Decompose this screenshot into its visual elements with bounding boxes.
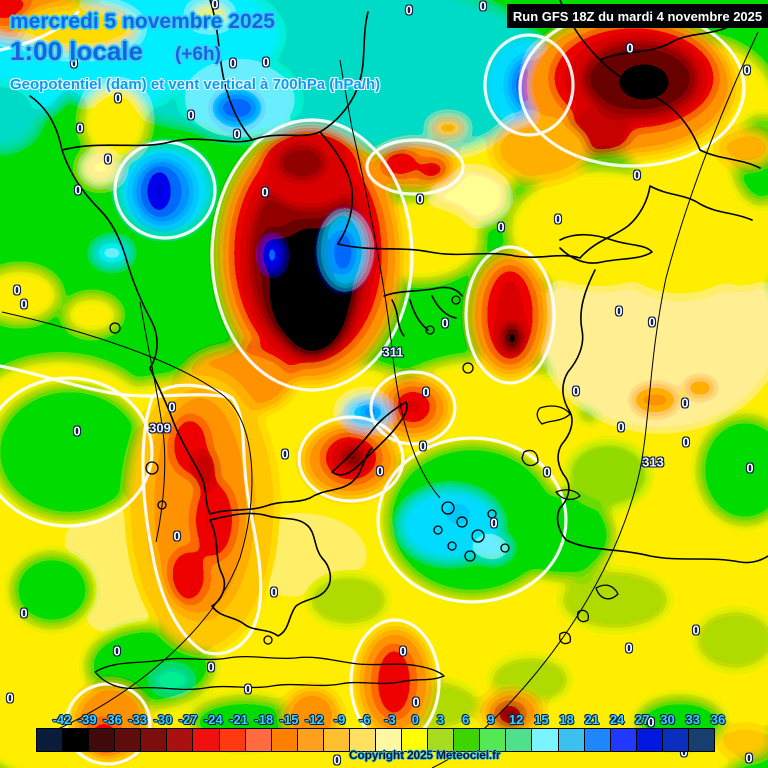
local-time-title: 1:00 locale [10, 36, 143, 66]
scale-tick-label: -39 [77, 712, 97, 727]
scale-cell [402, 729, 429, 751]
scale-cell [506, 729, 533, 751]
scale-tick-label: -30 [153, 712, 173, 727]
scale-cell [219, 729, 246, 751]
scale-cell [610, 729, 637, 751]
scale-cell [428, 729, 455, 751]
scale-cell [376, 729, 403, 751]
scale-tick-label: -21 [229, 712, 249, 727]
scale-tick-label: 30 [660, 712, 675, 727]
scale-cell [115, 729, 142, 751]
scale-cell [63, 729, 90, 751]
scale-cell [323, 729, 350, 751]
map-titles: mercredi 5 novembre 2025 1:00 locale (+6… [10, 10, 380, 93]
scale-tick-label: 15 [534, 712, 549, 727]
scale-cell [558, 729, 585, 751]
scale-tick-label: -33 [128, 712, 148, 727]
scale-tick-label: -27 [178, 712, 198, 727]
color-scale [36, 728, 715, 752]
scale-tick-label: -42 [52, 712, 72, 727]
scale-cell [584, 729, 611, 751]
scale-cell [688, 729, 715, 751]
scale-tick-label: 0 [411, 712, 419, 727]
scale-tick-label: -3 [384, 712, 396, 727]
scale-cell [349, 729, 377, 751]
scale-cell [141, 729, 168, 751]
map-subtitle: Geopotentiel (dam) et vent vertical à 70… [10, 76, 381, 93]
scale-tick-label: -12 [304, 712, 324, 727]
date-title: mercredi 5 novembre 2025 [10, 10, 275, 33]
scale-tick-label: 6 [462, 712, 470, 727]
scale-tick-label: 24 [609, 712, 625, 727]
scale-tick-label: 21 [584, 712, 600, 727]
scale-tick-label: -24 [203, 712, 223, 727]
scale-cell [89, 729, 116, 751]
scale-cell [37, 729, 64, 751]
scale-tick-label: -6 [358, 712, 371, 727]
scale-tick-label: 18 [559, 712, 574, 727]
scale-cell [245, 729, 272, 751]
scale-tick-label: -36 [103, 712, 122, 727]
scale-cell [271, 729, 298, 751]
scale-tick-label: 12 [508, 712, 524, 727]
scale-tick-label: 27 [635, 712, 650, 727]
scale-tick-label: -15 [279, 712, 299, 727]
scale-tick-label: 33 [685, 712, 700, 727]
scale-cell [636, 729, 663, 751]
scale-cell [480, 729, 507, 751]
scale-tick-label: 9 [487, 712, 495, 727]
run-info-box: Run GFS 18Z du mardi 4 novembre 2025 [507, 4, 768, 28]
scale-cell [297, 729, 324, 751]
forecast-offset: (+6h) [174, 44, 221, 65]
scale-cell [454, 729, 481, 751]
scale-cell [532, 729, 559, 751]
scale-tick-label: -18 [254, 712, 274, 727]
scale-tick-label: -9 [333, 712, 346, 727]
copyright: Copyright 2025 Meteociel.fr [349, 748, 501, 762]
scale-tick-label: 3 [436, 712, 445, 727]
scale-cell [662, 729, 689, 751]
scale-cell [167, 729, 194, 751]
scale-tick-label: 36 [710, 712, 726, 727]
run-info-text: Run GFS 18Z du mardi 4 novembre 2025 [512, 8, 763, 24]
scale-cell [193, 729, 220, 751]
time-row: 1:00 locale (+6h) [10, 36, 380, 67]
